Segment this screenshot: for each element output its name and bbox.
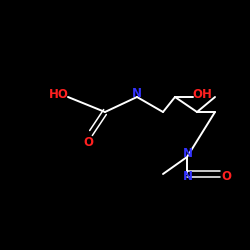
Text: N: N [132, 87, 142, 100]
Text: O: O [221, 170, 231, 182]
Text: OH: OH [192, 88, 212, 102]
Text: N: N [183, 170, 193, 182]
Text: HO: HO [48, 88, 68, 102]
Text: O: O [84, 136, 94, 149]
Text: N: N [183, 147, 193, 160]
